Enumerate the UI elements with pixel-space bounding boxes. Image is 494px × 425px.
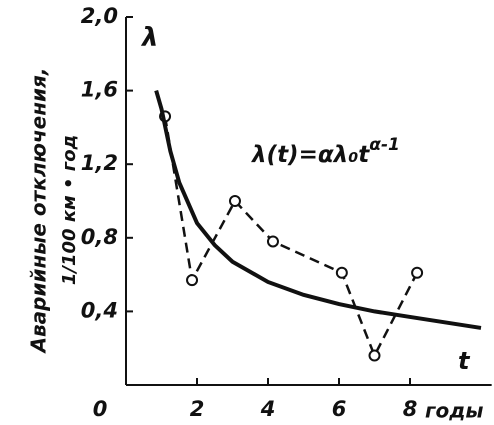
formula-exponent: α-1	[369, 135, 400, 155]
x-tick-label: 4	[260, 397, 276, 421]
y-symbol: λ	[140, 23, 158, 53]
formula-main: λ(t)=αλ₀t	[250, 142, 370, 168]
series-line	[154, 90, 482, 330]
x-tick-label: 8	[403, 397, 418, 421]
y-tick-label: 1,2	[81, 151, 118, 175]
data-point	[411, 266, 424, 279]
y-axis-unit: 1/100 км • год	[59, 135, 80, 285]
data-point	[186, 274, 199, 287]
data-point	[335, 266, 348, 279]
x-tick-label: 0	[93, 397, 108, 421]
y-tick-label: 0,8	[81, 225, 118, 249]
data-point	[368, 349, 381, 362]
x-tick-label: 6	[332, 397, 347, 421]
y-axis-label: Аварийные отключения,	[27, 68, 51, 355]
x-tick-label: 2	[190, 397, 205, 421]
data-point	[266, 235, 279, 248]
y-tick-label: 2,0	[81, 4, 118, 28]
data-point	[228, 195, 241, 207]
x-axis-unit: годы	[425, 399, 483, 423]
y-tick-label: 1,6	[81, 78, 118, 102]
formula: λ(t)=αλ₀tα-1	[250, 135, 400, 168]
x-axis-symbol: t	[458, 347, 471, 375]
y-tick-label: 0,4	[81, 298, 118, 322]
